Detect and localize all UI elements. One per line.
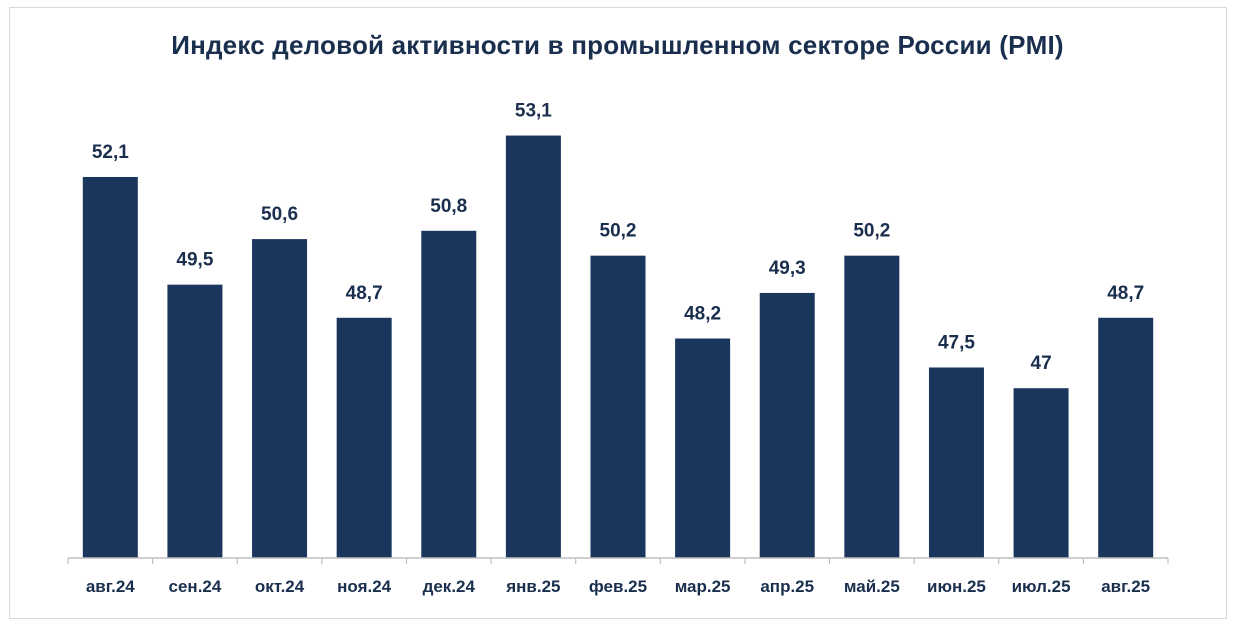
bar-мар.25 <box>675 338 731 558</box>
bar-апр.25 <box>759 292 815 558</box>
x-tick-label: апр.25 <box>760 577 814 596</box>
x-tick-label: май.25 <box>844 577 900 596</box>
bar-окт.24 <box>252 239 308 558</box>
x-tick-label: мар.25 <box>675 577 731 596</box>
x-tick-label: авг.24 <box>86 577 135 596</box>
bar-авг.24 <box>82 176 138 558</box>
bar-янв.25 <box>505 135 561 558</box>
x-tick-label: июн.25 <box>927 577 986 596</box>
bar-май.25 <box>844 255 900 559</box>
data-label: 47 <box>1031 353 1052 374</box>
data-label: 50,2 <box>853 221 890 242</box>
bar-сен.24 <box>167 284 223 558</box>
bar-фев.25 <box>590 255 646 559</box>
data-labels: 52,1 49,5 50,6 48,7 50,8 53,1 50,2 48,2 49,3 50,2… <box>92 101 1144 375</box>
bar-июн.25 <box>928 367 984 558</box>
data-label: 48,7 <box>1107 283 1144 304</box>
data-label: 49,5 <box>176 250 213 271</box>
x-tick-label: фев.25 <box>589 577 647 596</box>
x-tick-label: ноя.24 <box>337 577 392 596</box>
data-label: 48,7 <box>346 283 383 304</box>
bar-авг.25 <box>1098 317 1154 558</box>
data-label: 50,2 <box>600 221 637 242</box>
data-label: 50,8 <box>430 196 467 217</box>
chart-title: Индекс деловой активности в промышленном… <box>171 30 1064 60</box>
data-label: 47,5 <box>938 332 975 353</box>
bar-июл.25 <box>1013 388 1069 558</box>
x-tick-label: окт.24 <box>255 577 305 596</box>
data-label: 50,6 <box>261 204 298 225</box>
x-tick-label: янв.25 <box>505 577 560 596</box>
data-label: 53,1 <box>515 101 552 122</box>
x-axis-labels: авг.24 сен.24 окт.24 ноя.24 дек.24 янв.25 фев.… <box>86 577 1150 596</box>
bar-ноя.24 <box>336 317 392 558</box>
data-label: 48,2 <box>684 303 721 324</box>
x-tick-label: авг.25 <box>1101 577 1150 596</box>
data-label: 49,3 <box>769 258 806 279</box>
x-tick-label: июл.25 <box>1012 577 1071 596</box>
bar-дек.24 <box>421 230 477 559</box>
x-tick-label: сен.24 <box>169 577 222 596</box>
data-label: 52,1 <box>92 142 129 163</box>
x-tick-label: дек.24 <box>423 577 476 596</box>
bars-group <box>82 135 1154 559</box>
x-axis-ticks <box>67 558 1169 564</box>
